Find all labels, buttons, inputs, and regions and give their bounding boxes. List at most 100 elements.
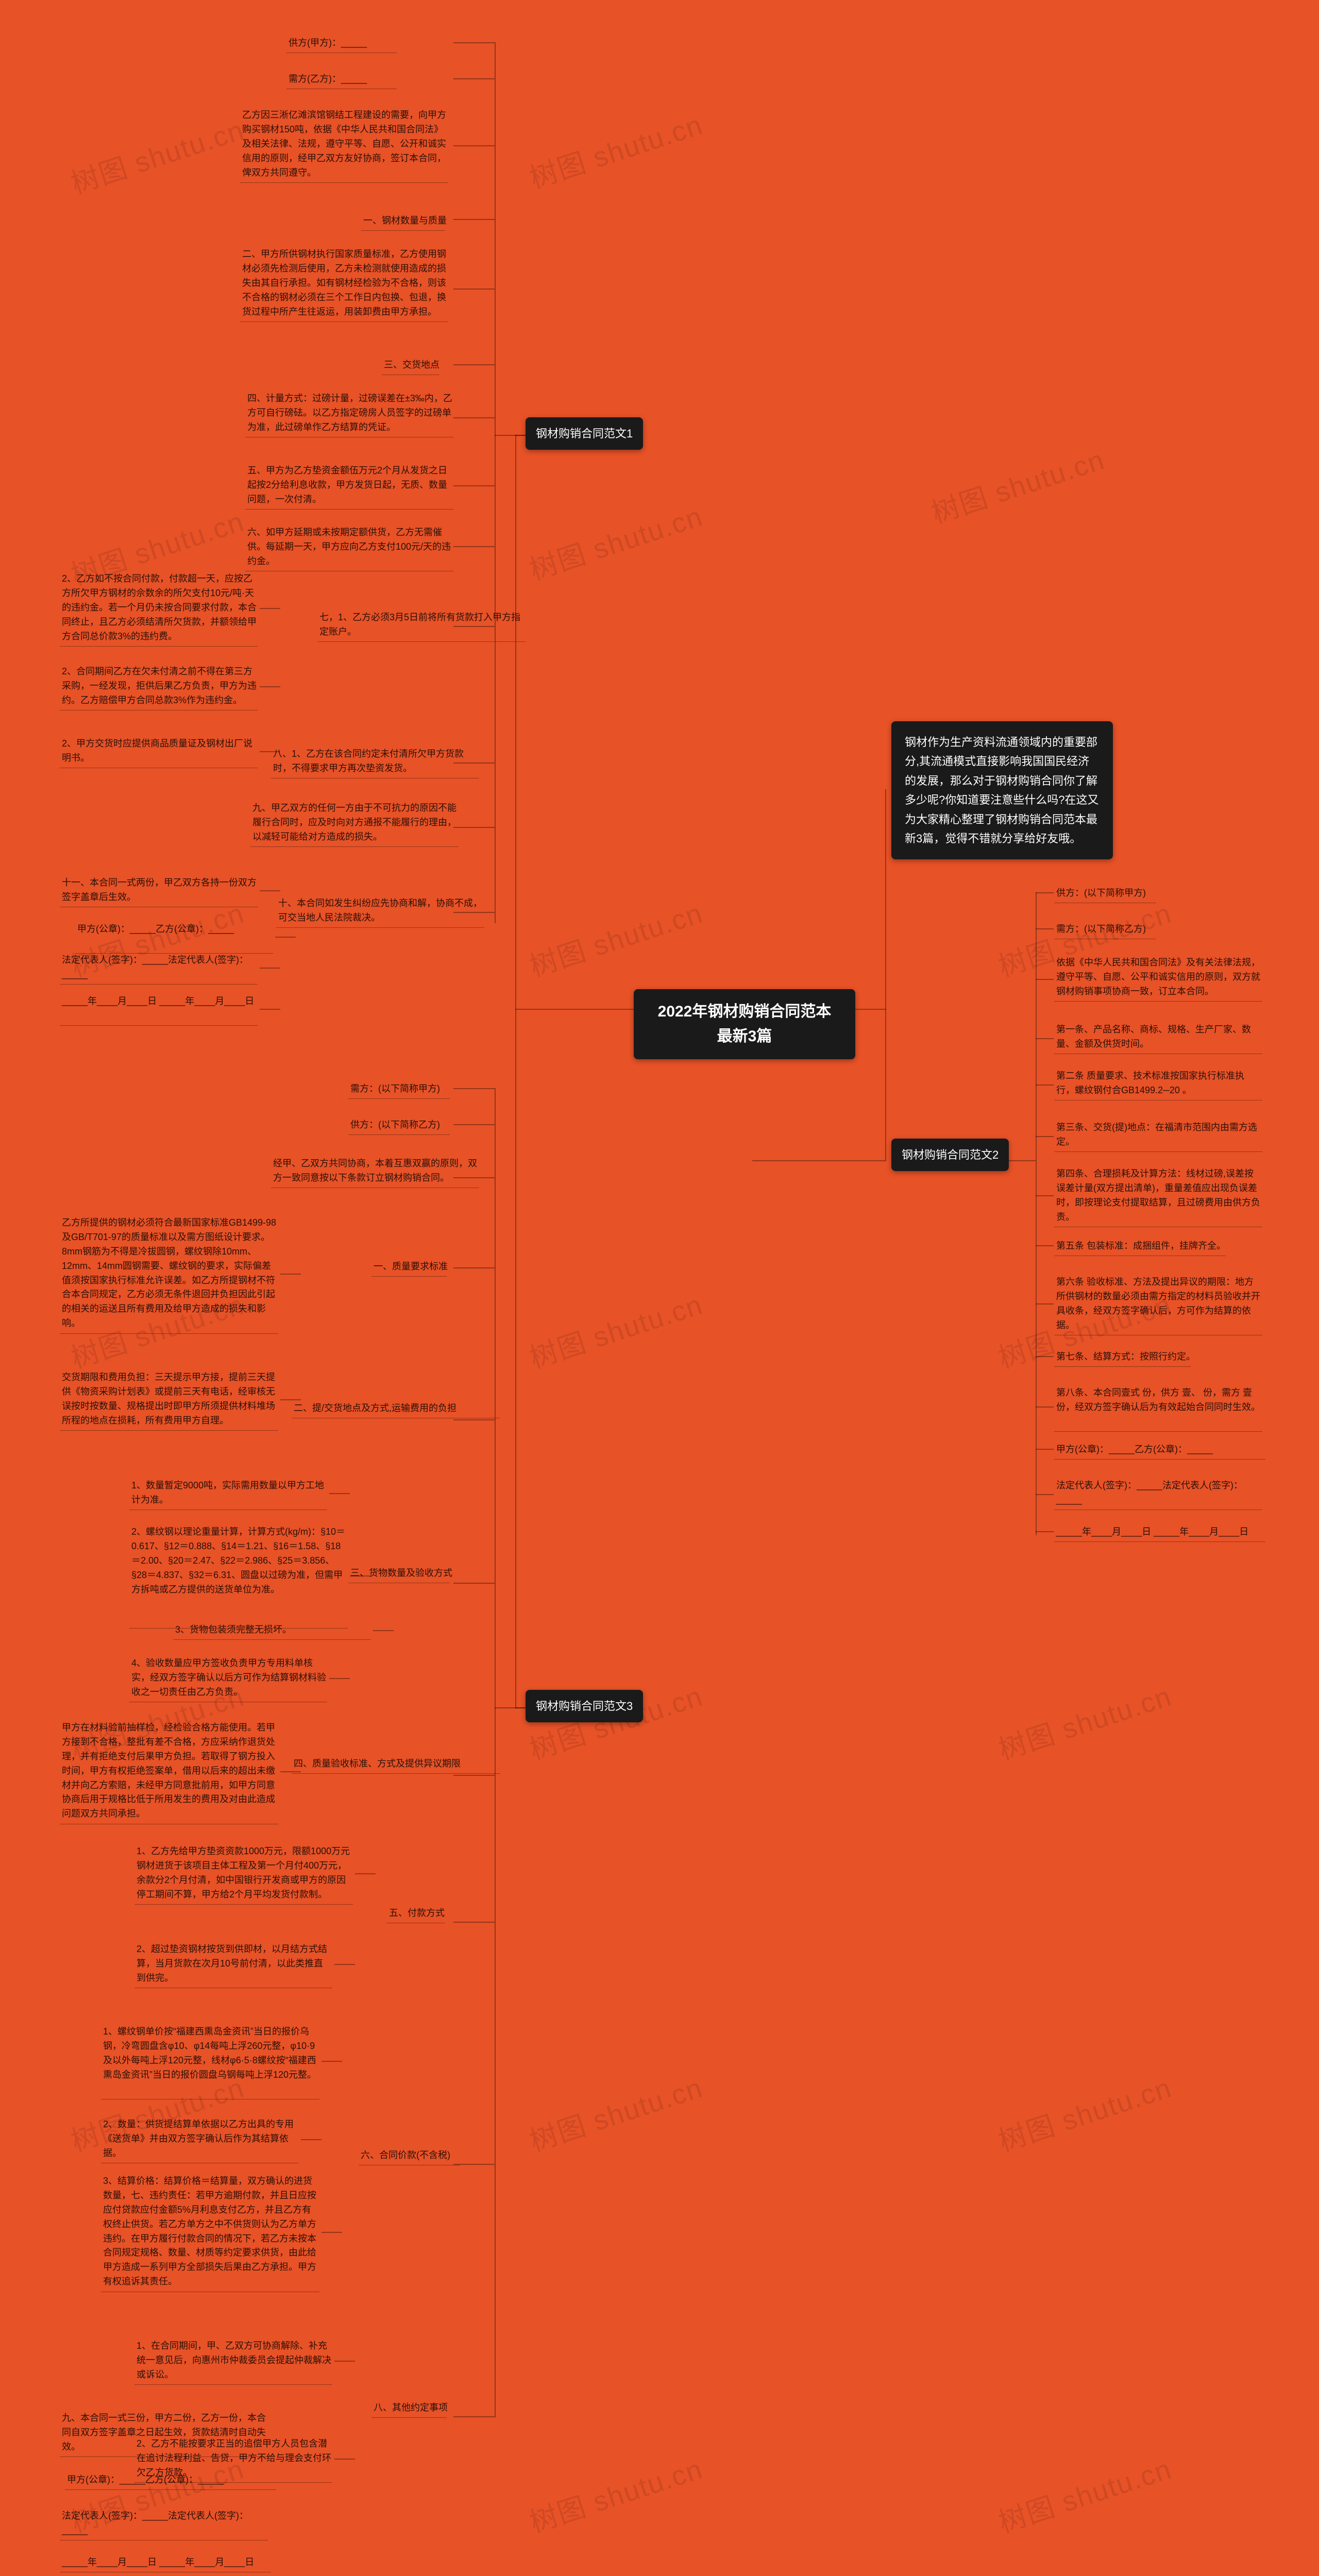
connector-leaf [322,2061,342,2062]
underline [1054,1541,1265,1542]
leaf-text: 2、螺纹钢以理论重量计算，计算方式(kg/m)：§10＝0.617、§12＝0.… [131,1525,348,1597]
branch-label[interactable]: 第二条 质量要求、技术标准按国家执行标准执行，螺纹钢付合GB1499.2─20 … [1056,1069,1262,1098]
branch-label[interactable]: 供方：(以下简称甲方) [1056,886,1146,901]
connector-twig [1036,1136,1054,1137]
branch-label[interactable]: 法定代表人(签字)：_____法定代表人(签字)：_____ [62,2509,268,2538]
leaf-text: 甲方(公章)：_____乙方(公章)：_____ [77,922,234,937]
watermark: 树图 shutu.cn [523,890,707,985]
branch-label[interactable]: 第三条、交货(提)地点：在福清市范围内由需方选定。 [1056,1121,1262,1149]
branch-label[interactable]: 四、计量方式：过磅计量，过磅误差在±3‰内，乙方可自行磅砝。以乙方指定磅房人员签… [247,392,453,435]
branch-label[interactable]: 甲方(公章)：_____乙方(公章)：_____ [1056,1443,1213,1457]
connector-twig [1036,1531,1054,1532]
branch-label[interactable]: 法定代表人(签字)：_____法定代表人(签字)：_____ [1056,1479,1262,1507]
branch-label[interactable]: 需方：(以下简称甲方) [350,1082,440,1096]
watermark: 树图 shutu.cn [523,494,707,588]
connector-twig [1036,1245,1054,1246]
branch-label[interactable]: 五、甲方为乙方垫资金额伍万元2个月从发货之日起按2分给利息收款，甲方发货日起，无… [247,464,453,507]
branch-label[interactable]: 需方(乙方)：_____ [289,72,367,87]
connector-twig [1036,1038,1054,1039]
connector-twig [453,1922,495,1923]
branch-label[interactable]: 甲方(公章)：_____乙方(公章)：_____ [67,2473,224,2487]
branch-label[interactable]: 三、货物数量及验收方式 [350,1566,452,1581]
underline [276,927,484,928]
branch-label[interactable]: 九、甲乙双方的任何一方由于不可抗力的原因不能履行合同时，应及时向对方通报不能履行… [252,801,459,844]
underline [348,1134,450,1135]
branch-label[interactable]: 二、提/交货地点及方式,运输费用的负担 [294,1401,456,1416]
branch-label[interactable]: 供方：(以下简称乙方) [350,1118,440,1132]
connector-leaf [280,1399,301,1400]
connector [885,789,886,1160]
underline [60,1333,278,1334]
underline [292,1773,500,1774]
branch-label[interactable]: 第七条、结算方式：按照行约定。 [1056,1350,1195,1364]
connector [1036,892,1037,1535]
branch-label[interactable]: 二、甲方所供钢材执行国家质量标准，乙方使用钢材必须先检测后使用，乙方未检测就使用… [242,247,448,319]
branch-label[interactable]: 七，1、乙方必须3月5日前将所有货款打入甲方指定账户。 [319,611,526,639]
branch-label[interactable]: 第八条、本合同壹式 份，供方 壹、 份，需方 壹份，经双方签字确认后为有效起始合… [1056,1386,1262,1415]
watermark: 树图 shutu.cn [992,2446,1176,2540]
connector-twig [453,78,495,79]
leaf-text: 2、乙方如不按合同付款，付款超一天，应按乙方所欠甲方钢材的佘数余的所欠支付10元… [62,572,258,643]
branch-label[interactable]: 供方(甲方)：_____ [289,36,367,50]
section-node[interactable]: 钢材购销合同范文2 [891,1139,1009,1171]
branch-label[interactable]: _____年____月____日 _____年____月____日 [1056,1525,1248,1539]
underline [371,1276,447,1277]
leaf-text: 3、结算价格：结算价格＝结算量，双方确认的进货数量，七、违约责任：若甲方逾期付款… [103,2174,319,2289]
watermark: 树图 shutu.cn [992,1673,1176,1768]
section-node[interactable]: 钢材购销合同范文3 [526,1690,643,1722]
connector-twig [453,42,495,43]
leaf-text: 1、在合同期间，甲、乙双方可协商解除、补充统一意见后，向惠州市仲裁委员会提起仲裁… [137,2339,332,2382]
connector [495,42,496,923]
branch-label[interactable]: _____年____月____日 _____年____月____日 [62,2555,254,2570]
leaf-text: 甲方在材料验前抽样检，经检验合格方能使用。若甲方接到不合格，整批有差不合格，方应… [62,1721,278,1821]
branch-label[interactable]: 一、钢材数量与质量 [363,214,447,228]
connector-twig [1036,1449,1054,1450]
underline [245,509,453,510]
connector-leaf [260,686,280,687]
underline [371,2417,447,2418]
connector-twig [1036,892,1054,893]
connector-twig [453,145,495,146]
branch-label[interactable]: 一、质量要求标准 [374,1260,448,1274]
connector-leaf [329,1678,350,1679]
connector [495,435,526,436]
section-node[interactable]: 钢材购销合同范文1 [526,417,643,450]
leaf-text: 2、超过垫资钢材按货到供即材，以月结方式结算，当月货款在次月10号前付清，以此类… [137,1942,332,1986]
branch-label[interactable]: 第五条 包装标准：成捆组件，挂牌齐全。 [1056,1239,1226,1253]
branch-label[interactable]: 十、本合同如发生纠纷应先协商和解，协商不成，可交当地人民法院裁决。 [278,896,484,925]
intro-node[interactable]: 钢材作为生产资料流通领域内的重要部分,其流通模式直接影响我国国民经济的发展，那么… [891,721,1113,859]
branch-label[interactable]: 乙方因三淅亿滩滨馆钢结工程建设的需要，向甲方购买钢材150吨，依据《中华人民共和… [242,108,448,180]
connector-leaf [373,1630,394,1631]
connector-twig [453,827,495,828]
connector-leaf [260,608,280,609]
underline [60,646,258,647]
watermark: 树图 shutu.cn [925,437,1109,531]
branch-label[interactable]: 经甲、乙双方共同协商，本着互惠双赢的原则，双方一致同意按以下条款订立钢材购销合同… [273,1157,479,1185]
branch-label[interactable]: 依据《中华人民共和国合同法》及有关法律法规，遵守平等、自愿、公平和诚实信用的原则… [1056,956,1262,999]
connector-leaf [334,2459,355,2460]
branch-label[interactable]: 需方：(以下简称乙方) [1056,922,1146,937]
branch-label[interactable]: 四、质量验收标准、方式及提供异议期限 [294,1757,461,1771]
connector-twig [453,1775,495,1776]
connector-leaf [260,968,280,969]
connector-twig [453,2416,495,2417]
branch-label[interactable]: 八、1、乙方在该合同约定未付清所欠甲方货款时，不得要求甲方再次垫资发货。 [273,747,479,776]
branch-label[interactable]: 六、合同价款(不含税) [361,2148,450,2163]
connector-leaf [301,2139,322,2140]
branch-label[interactable]: 九、本合同一式三份，甲方二份，乙方一份，本合同自双方签字盖章之日起生效，货款结清… [62,2411,268,2454]
leaf-text: 2、甲方交货时应提供商品质量证及钢材出厂说明书。 [62,737,258,766]
branch-label[interactable]: 第一条、产品名称、商标、规格、生产厂家、数量、金额及供货时间。 [1056,1023,1262,1052]
center-node[interactable]: 2022年钢材购销合同范本最新3篇 [634,989,855,1059]
branch-label[interactable]: 八、其他约定事项 [374,2401,448,2415]
branch-label[interactable]: 三、交货地点 [384,358,439,372]
connector-leaf [329,1493,350,1494]
branch-label[interactable]: 五、付款方式 [389,1906,445,1921]
branch-label[interactable]: 第四条、合理损耗及计算方法：线材过磅,误差按误差计量(双方提出清单)，重量差值应… [1056,1167,1262,1225]
connector-leaf [350,1575,370,1577]
connector-leaf [275,937,296,938]
underline [317,641,526,642]
branch-label[interactable]: 六、如甲方延期或未按期定额供货，乙方无需催供。每延期一天，甲方应向乙方支付100… [247,526,453,569]
branch-label[interactable]: 第六条 验收标准、方法及提出异议的期限：地方所供钢材的数量必须由需方指定的材料员… [1056,1275,1262,1333]
underline [134,2384,332,2385]
connector-twig [453,219,495,220]
